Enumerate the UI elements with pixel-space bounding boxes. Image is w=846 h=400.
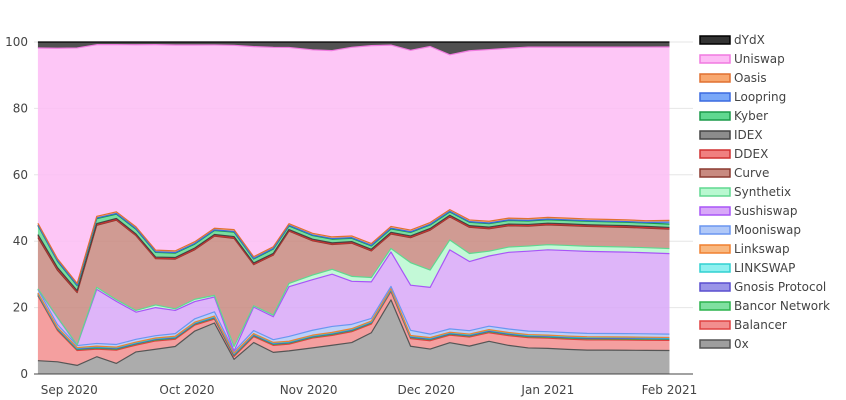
legend-item-sushiswap[interactable]: Sushiswap: [699, 204, 797, 218]
y-tick-label: 80: [13, 101, 28, 115]
legend-swatch: [699, 168, 731, 178]
legend-item-uniswap[interactable]: Uniswap: [699, 52, 785, 66]
legend-label: IDEX: [734, 128, 763, 142]
legend-label: Sushiswap: [734, 204, 797, 218]
legend-swatch: [699, 130, 731, 140]
series-area-sushiswap[interactable]: [37, 249, 670, 352]
x-tick-label: Oct 2020: [159, 383, 214, 397]
legend-swatch: [699, 301, 731, 311]
x-tick-label: Jan 2021: [520, 383, 574, 397]
series-line-linkswap: [37, 288, 670, 355]
legend-swatch: [699, 54, 731, 64]
series-line-bancor-network: [37, 289, 670, 356]
series-area-0x[interactable]: [37, 299, 670, 374]
series-line-loopring: [37, 210, 670, 286]
legend-item-kyber[interactable]: Kyber: [699, 109, 768, 123]
series-line-balancer: [37, 291, 670, 358]
series-area-synthetix[interactable]: [37, 239, 670, 351]
legend-label: Kyber: [734, 109, 768, 123]
legend-item-mooniswap[interactable]: Mooniswap: [699, 223, 801, 237]
legend-item-bancor-network[interactable]: Bancor Network: [699, 299, 830, 313]
series-line-linkswap: [37, 287, 670, 354]
legend-swatch: [699, 92, 731, 102]
legend-swatch: [699, 244, 731, 254]
legend-item-synthetix[interactable]: Synthetix: [699, 185, 791, 199]
series-line-synthetix: [37, 239, 670, 348]
legend-label: Uniswap: [734, 52, 785, 66]
legend-item-balancer[interactable]: Balancer: [699, 318, 787, 332]
series-line-ddex: [37, 215, 670, 293]
line-layer: [37, 41, 670, 366]
legend-label: dYdX: [734, 33, 765, 47]
x-tick-label: Nov 2020: [280, 383, 338, 397]
y-tick-label: 0: [20, 367, 28, 381]
series-line-uniswap: [37, 44, 670, 56]
series-line-gnosis-protocol: [37, 289, 670, 356]
y-tick-label: 100: [5, 35, 28, 49]
area-layer: [37, 42, 670, 374]
legend-item-loopring[interactable]: Loopring: [699, 90, 786, 104]
legend-swatch: [699, 187, 731, 197]
series-line-0x: [37, 299, 670, 366]
series-line-mooniswap: [37, 285, 670, 352]
legend-label: LINKSWAP: [734, 261, 795, 275]
legend-swatch: [699, 263, 731, 273]
legend-label: Synthetix: [734, 185, 791, 199]
series-area-dydx[interactable]: [37, 42, 670, 55]
legend-swatch: [699, 225, 731, 235]
legend-swatch: [699, 73, 731, 83]
legend-swatch: [699, 320, 731, 330]
legend-label: Balancer: [734, 318, 787, 332]
legend-label: Loopring: [734, 90, 786, 104]
legend-item-oasis[interactable]: Oasis: [699, 71, 767, 85]
legend-label: Mooniswap: [734, 223, 801, 237]
legend: dYdX Uniswap Oasis Loopring Kyber IDEX DDEX Cur…: [699, 33, 830, 351]
legend-item-0x[interactable]: 0x: [699, 337, 749, 351]
x-tick-label: Dec 2020: [397, 383, 455, 397]
axis-layer: 0 20 40 60 80 100 Sep 2020 Oct 2020 Nov 2020 Dec …: [5, 35, 697, 397]
legend-swatch: [699, 149, 731, 159]
x-tick-label: Sep 2020: [41, 383, 98, 397]
series-line-oasis: [37, 209, 670, 284]
legend-label: Bancor Network: [734, 299, 830, 313]
legend-swatch: [699, 35, 731, 45]
legend-label: DDEX: [734, 147, 768, 161]
legend-swatch: [699, 206, 731, 216]
x-tick-label: Feb 2021: [642, 383, 698, 397]
legend-item-idex[interactable]: IDEX: [699, 128, 763, 142]
legend-label: Gnosis Protocol: [734, 280, 826, 294]
legend-item-dydx[interactable]: dYdX: [699, 33, 765, 47]
y-tick-label: 60: [13, 168, 28, 182]
y-tick-label: 20: [13, 301, 28, 315]
legend-label: Curve: [734, 166, 769, 180]
legend-item-linkswap[interactable]: LINKSWAP: [699, 261, 795, 275]
legend-label: Oasis: [734, 71, 767, 85]
legend-label: Linkswap: [734, 242, 790, 256]
series-area-kyber[interactable]: [37, 211, 670, 291]
legend-swatch: [699, 282, 731, 292]
series-line-idex: [37, 214, 670, 292]
series-line-sushiswap: [37, 249, 670, 352]
legend-swatch: [699, 111, 731, 121]
legend-item-linkswap[interactable]: Linkswap: [699, 242, 790, 256]
legend-item-curve[interactable]: Curve: [699, 166, 769, 180]
legend-label: 0x: [734, 337, 749, 351]
legend-item-gnosis-protocol[interactable]: Gnosis Protocol: [699, 280, 826, 294]
y-tick-label: 40: [13, 234, 28, 248]
series-area-uniswap[interactable]: [37, 44, 670, 284]
legend-swatch: [699, 339, 731, 349]
legend-item-ddex[interactable]: DDEX: [699, 147, 768, 161]
